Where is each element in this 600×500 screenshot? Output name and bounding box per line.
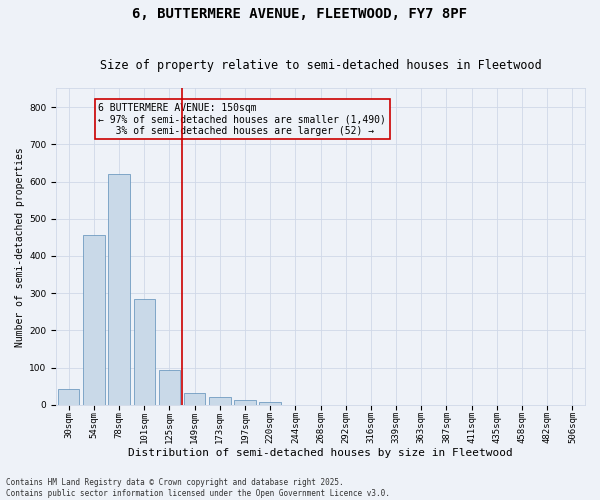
- Bar: [58, 389, 79, 405]
- Bar: [259, 402, 281, 405]
- Bar: [159, 370, 180, 405]
- Bar: [134, 298, 155, 405]
- Text: 6, BUTTERMERE AVENUE, FLEETWOOD, FY7 8PF: 6, BUTTERMERE AVENUE, FLEETWOOD, FY7 8PF: [133, 8, 467, 22]
- Bar: [83, 235, 104, 405]
- Y-axis label: Number of semi-detached properties: Number of semi-detached properties: [15, 147, 25, 346]
- Text: Contains HM Land Registry data © Crown copyright and database right 2025.
Contai: Contains HM Land Registry data © Crown c…: [6, 478, 390, 498]
- Bar: [109, 174, 130, 405]
- X-axis label: Distribution of semi-detached houses by size in Fleetwood: Distribution of semi-detached houses by …: [128, 448, 513, 458]
- Title: Size of property relative to semi-detached houses in Fleetwood: Size of property relative to semi-detach…: [100, 59, 541, 72]
- Bar: [209, 398, 230, 405]
- Bar: [184, 392, 205, 405]
- Text: 6 BUTTERMERE AVENUE: 150sqm
← 97% of semi-detached houses are smaller (1,490)
  : 6 BUTTERMERE AVENUE: 150sqm ← 97% of sem…: [98, 102, 386, 136]
- Bar: [235, 400, 256, 405]
